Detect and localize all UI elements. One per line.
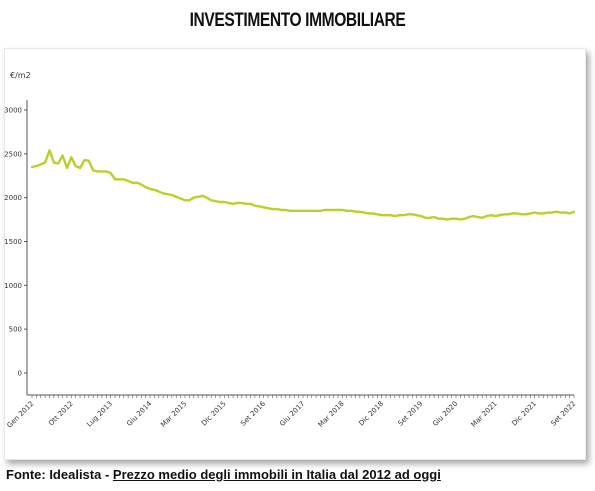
page-title: INVESTIMENTO IMMOBILIARE xyxy=(189,10,406,31)
source-caption: Fonte: Idealista - Prezzo medio degli im… xyxy=(6,467,441,482)
price-series-line xyxy=(30,149,576,221)
x-tick-label: Dic 2018 xyxy=(357,400,385,428)
y-tick-label: 1500 xyxy=(4,238,22,246)
y-axis: 0 500 1000 1500 2000 2500 3000 xyxy=(4,107,27,378)
x-tick-label: Ott 2012 xyxy=(47,400,75,428)
y-tick-label: 2500 xyxy=(4,150,22,158)
x-tick-label: Set 2022 xyxy=(549,400,577,428)
x-tick-label: Dic 2015 xyxy=(200,400,228,428)
x-tick-label: Mar 2018 xyxy=(317,400,346,429)
x-axis: Gen 2012 Ott 2012 Lug 2013 Giu 2014 Mar 2015… xyxy=(6,395,577,430)
source-prefix: Fonte: Idealista - xyxy=(6,467,113,482)
x-tick-label: Giu 2017 xyxy=(278,400,306,428)
x-tick-label: Giu 2020 xyxy=(431,400,459,428)
y-tick-label: 500 xyxy=(9,326,22,334)
y-tick-label: 2000 xyxy=(4,194,22,202)
y-tick-label: 1000 xyxy=(4,282,22,290)
x-tick-label: Lug 2013 xyxy=(85,400,114,429)
x-tick-label: Gen 2012 xyxy=(6,400,36,430)
x-tick-label: Giu 2014 xyxy=(125,399,154,428)
source-link[interactable]: Prezzo medio degli immobili in Italia da… xyxy=(112,467,441,482)
x-tick-label: Set 2019 xyxy=(396,400,424,428)
x-tick-label: Mar 2021 xyxy=(470,400,499,429)
y-tick-label: 0 xyxy=(18,370,22,378)
x-tick-label: Dic 2021 xyxy=(510,400,538,428)
price-chart: €/m2 0 500 1000 1500 2000 2500 3000 Gen 2012 Ot… xyxy=(4,71,577,430)
x-tick-label: Set 2016 xyxy=(239,399,267,427)
y-axis-unit-label: €/m2 xyxy=(10,71,31,80)
x-tick-label: Mar 2015 xyxy=(159,400,188,429)
y-tick-label: 3000 xyxy=(4,107,22,115)
chart-panel xyxy=(4,48,586,460)
